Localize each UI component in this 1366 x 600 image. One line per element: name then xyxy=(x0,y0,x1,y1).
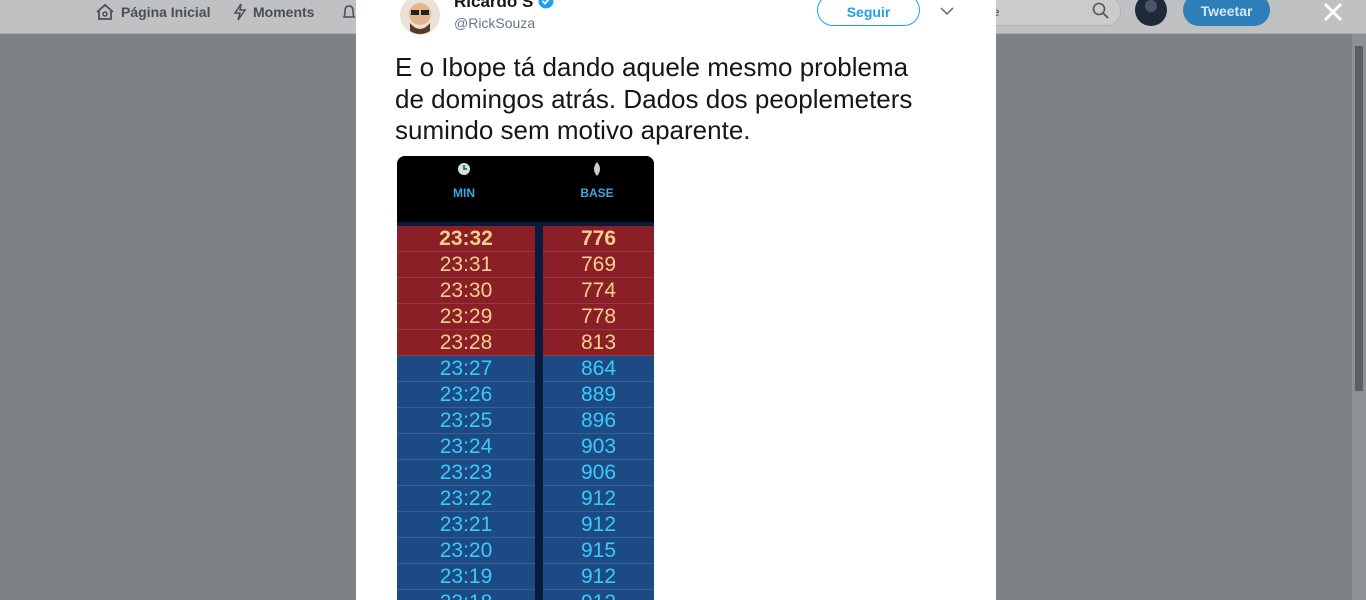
min-column: 23:32 23:31 23:30 23:29 23:28 23:27 23:26 23:25… xyxy=(397,226,535,600)
author-text: Ricardo S xyxy=(454,0,534,11)
nav-label: Moments xyxy=(253,4,315,20)
verified-badge xyxy=(538,0,554,9)
base-cell: 778 xyxy=(543,304,654,330)
time-cell: 23:25 xyxy=(397,408,535,434)
base-cell: 769 xyxy=(543,252,654,278)
base-column: 776 769 774 778 813 864 889 896 903 906 912 912 915 9… xyxy=(543,226,654,600)
close-button[interactable] xyxy=(1322,1,1344,23)
time-cell: 23:27 xyxy=(397,356,535,382)
time-cell: 23:30 xyxy=(397,278,535,304)
time-cell: 23:22 xyxy=(397,486,535,512)
moments-icon xyxy=(233,3,247,21)
nav-label: Página Inicial xyxy=(121,4,211,20)
base-cell: 912 xyxy=(543,486,654,512)
tweet-image[interactable]: MIN BASE 23:32 23:31 23:30 23:29 23:28 23:27 2… xyxy=(397,156,654,600)
time-cell: 23:28 xyxy=(397,330,535,356)
tweet-text: E o Ibope tá dando aquele mesmo problema… xyxy=(395,52,912,147)
base-cell: 813 xyxy=(543,330,654,356)
author-handle[interactable]: @RickSouza xyxy=(454,15,536,31)
home-icon xyxy=(96,3,114,20)
base-cell: 774 xyxy=(543,278,654,304)
base-cell: 906 xyxy=(543,460,654,486)
column-header: MIN xyxy=(453,186,475,200)
scrollbar[interactable] xyxy=(1352,34,1366,600)
base-cell: 889 xyxy=(543,382,654,408)
follow-button[interactable]: Seguir xyxy=(817,0,920,26)
text-line: de domingos atrás. Dados dos peoplemeter… xyxy=(395,83,913,114)
search-icon xyxy=(1092,2,1109,19)
time-cell: 23:21 xyxy=(397,512,535,538)
time-cell: 23:29 xyxy=(397,304,535,330)
image-header: MIN BASE xyxy=(397,156,654,222)
time-cell: 23:23 xyxy=(397,460,535,486)
user-avatar[interactable] xyxy=(1135,0,1167,26)
scroll-thumb[interactable] xyxy=(1355,46,1363,391)
base-cell: 912 xyxy=(543,564,654,590)
search-box[interactable]: be xyxy=(975,0,1121,26)
notifications-icon[interactable] xyxy=(342,3,356,21)
text-line: sumindo sem motivo aparente. xyxy=(395,115,751,145)
time-cell: 23:24 xyxy=(397,434,535,460)
time-cell: 23:31 xyxy=(397,252,535,278)
author-avatar[interactable] xyxy=(400,0,440,35)
time-cell: 23:19 xyxy=(397,564,535,590)
base-cell: 903 xyxy=(543,434,654,460)
base-cell: 776 xyxy=(543,226,654,252)
base-cell: 896 xyxy=(543,408,654,434)
text-line: E o Ibope tá dando aquele mesmo problema xyxy=(395,52,909,82)
time-cell: 23:32 xyxy=(397,226,535,252)
time-cell: 23:20 xyxy=(397,538,535,564)
nav-home[interactable]: Página Inicial xyxy=(95,3,210,21)
column-header: BASE xyxy=(580,186,614,200)
nav-moments[interactable]: Moments xyxy=(233,3,314,21)
tweet-button[interactable]: Tweetar xyxy=(1183,0,1270,26)
clock-icon xyxy=(458,163,470,175)
time-cell: 23:18 xyxy=(397,590,535,600)
base-cell: 912 xyxy=(543,512,654,538)
base-cell: 912 xyxy=(543,590,654,600)
author-name[interactable]: Ricardo S xyxy=(454,0,554,12)
base-cell: 915 xyxy=(543,538,654,564)
base-cell: 864 xyxy=(543,356,654,382)
base-icon xyxy=(594,162,600,176)
more-chevron[interactable] xyxy=(940,6,954,16)
time-cell: 23:26 xyxy=(397,382,535,408)
